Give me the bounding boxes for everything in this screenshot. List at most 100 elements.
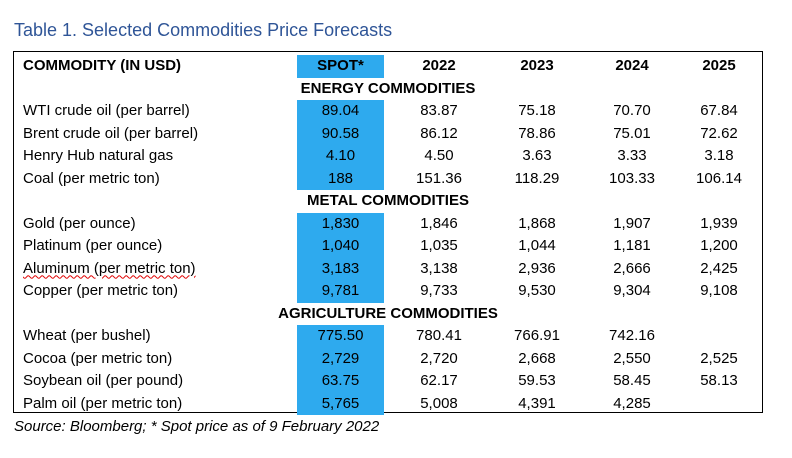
value-2023: 75.18 <box>518 102 556 119</box>
value-2023: 118.29 <box>514 169 560 187</box>
value-2022: 86.12 <box>420 124 458 142</box>
commodity-name: Gold (per ounce) <box>23 214 136 232</box>
commodity-name: Palm oil (per metric ton) <box>23 394 183 412</box>
spot-column-highlight <box>297 325 384 415</box>
commodity-name: Cocoa (per metric ton) <box>23 349 173 367</box>
value-2023: 78.86 <box>518 124 556 142</box>
value-2023: 2,668 <box>518 349 556 367</box>
spot-value: 775.50 <box>317 327 364 344</box>
value-2025: 1,200 <box>700 237 738 254</box>
value-2024: 4,285 <box>613 394 651 412</box>
table-row: Platinum (per ounce) 1,040 1,035 1,044 1… <box>14 235 762 258</box>
value-2024: 58.45 <box>613 372 651 389</box>
table-header-row: COMMODITY (IN USD) SPOT* 2022 2023 2024 … <box>14 55 762 78</box>
commodity-name: Platinum (per ounce) <box>23 237 163 254</box>
commodity-name: Brent crude oil (per barrel) <box>23 124 199 142</box>
spot-value: 63.75 <box>321 372 360 389</box>
value-2025: 72.62 <box>700 124 738 142</box>
table-row: Soybean oil (per pound) 63.75 62.17 59.5… <box>14 370 762 393</box>
spot-value: 1,040 <box>321 237 360 254</box>
table-row: Coal (per metric ton) 188 151.36 118.29 … <box>14 168 762 191</box>
commodity-name: Henry Hub natural gas <box>23 147 174 164</box>
source-note: Source: Bloomberg; * Spot price as of 9 … <box>14 418 380 435</box>
value-2022: 5,008 <box>420 394 458 412</box>
header-spot: SPOT* <box>317 57 364 74</box>
spot-value: 1,830 <box>321 214 360 232</box>
value-2023: 59.53 <box>518 372 556 389</box>
table-row: Wheat (per bushel) 775.50 780.41 766.91 … <box>14 325 762 348</box>
value-2025: 106.14 <box>696 169 742 187</box>
value-2023: 1,044 <box>518 237 556 254</box>
value-2022: 4.50 <box>424 147 454 164</box>
value-2024: 75.01 <box>613 124 651 142</box>
commodity-name: Coal (per metric ton) <box>23 169 160 187</box>
value-2022: 83.87 <box>420 102 458 119</box>
commodities-table: COMMODITY (IN USD) SPOT* 2022 2023 2024 … <box>13 51 763 416</box>
header-commodity: COMMODITY (IN USD) <box>23 57 182 74</box>
value-2024: 1,907 <box>613 214 651 232</box>
commodity-name: WTI crude oil (per barrel) <box>23 102 190 119</box>
value-2022: 780.41 <box>416 327 462 344</box>
value-2023: 1,868 <box>518 214 556 232</box>
spot-column-highlight <box>297 212 384 303</box>
value-2022: 1,035 <box>420 237 458 254</box>
value-2024: 103.33 <box>609 169 655 187</box>
spot-column-highlight <box>297 100 384 190</box>
header-2022: 2022 <box>422 57 456 74</box>
header-2025: 2025 <box>702 57 736 74</box>
spot-value: 89.04 <box>321 102 360 119</box>
table-row: WTI crude oil (per barrel) 89.04 83.87 7… <box>14 100 762 123</box>
value-2023: 766.91 <box>514 327 560 344</box>
value-2023: 3.63 <box>522 147 552 164</box>
spot-value: 5,765 <box>321 394 360 412</box>
spot-value: 2,729 <box>321 349 360 367</box>
value-2025: 1,939 <box>700 214 738 232</box>
value-2022: 9,733 <box>420 282 458 299</box>
value-2024: 742.16 <box>609 327 655 344</box>
value-2024: 9,304 <box>613 282 651 299</box>
value-2025 <box>674 325 764 348</box>
spot-value: 9,781 <box>321 282 360 299</box>
value-2024: 2,666 <box>613 259 651 277</box>
value-2024: 3.33 <box>617 147 647 164</box>
value-2025: 67.84 <box>700 102 738 119</box>
value-2022: 151.36 <box>416 169 462 187</box>
commodity-name: Aluminum (per metric ton) <box>23 259 196 277</box>
spot-value: 4.10 <box>325 147 356 164</box>
table-row: Palm oil (per metric ton) 5,765 5,008 4,… <box>14 393 762 416</box>
table-row: Brent crude oil (per barrel) 90.58 86.12… <box>14 123 762 146</box>
commodity-name: Wheat (per bushel) <box>23 327 151 344</box>
section-heading-metal: METAL COMMODITIES <box>307 192 469 209</box>
value-2022: 3,138 <box>420 259 458 277</box>
value-2024: 70.70 <box>613 102 651 119</box>
value-2025: 3.18 <box>704 147 734 164</box>
spot-column-highlight <box>297 55 384 78</box>
value-2025: 58.13 <box>700 372 738 389</box>
commodity-name: Copper (per metric ton) <box>23 282 179 299</box>
spot-value: 188 <box>327 169 354 187</box>
commodity-name: Soybean oil (per pound) <box>23 372 184 389</box>
value-2022: 2,720 <box>420 349 458 367</box>
spot-value: 3,183 <box>321 259 360 277</box>
value-2023: 4,391 <box>518 394 556 412</box>
value-2025: 9,108 <box>700 282 738 299</box>
value-2023: 2,936 <box>518 259 556 277</box>
value-2024: 1,181 <box>613 237 651 254</box>
value-2025 <box>674 393 764 416</box>
spot-value: 90.58 <box>321 124 360 142</box>
section-heading-agriculture: AGRICULTURE COMMODITIES <box>278 304 498 322</box>
table-row: Henry Hub natural gas 4.10 4.50 3.63 3.3… <box>14 145 762 168</box>
value-2025: 2,525 <box>700 349 738 367</box>
section-heading-energy: ENERGY COMMODITIES <box>300 79 476 97</box>
value-2022: 62.17 <box>420 372 458 389</box>
value-2025: 2,425 <box>700 259 738 277</box>
table-row: Gold (per ounce) 1,830 1,846 1,868 1,907… <box>14 213 762 236</box>
table-row: Aluminum (per metric ton) 3,183 3,138 2,… <box>14 258 762 281</box>
value-2023: 9,530 <box>518 282 556 299</box>
header-2023: 2023 <box>520 57 554 74</box>
table-row: Cocoa (per metric ton) 2,729 2,720 2,668… <box>14 348 762 371</box>
value-2022: 1,846 <box>420 214 458 232</box>
table-row: Copper (per metric ton) 9,781 9,733 9,53… <box>14 280 762 303</box>
table-title: Table 1. Selected Commodities Price Fore… <box>14 20 393 40</box>
header-2024: 2024 <box>615 57 649 74</box>
